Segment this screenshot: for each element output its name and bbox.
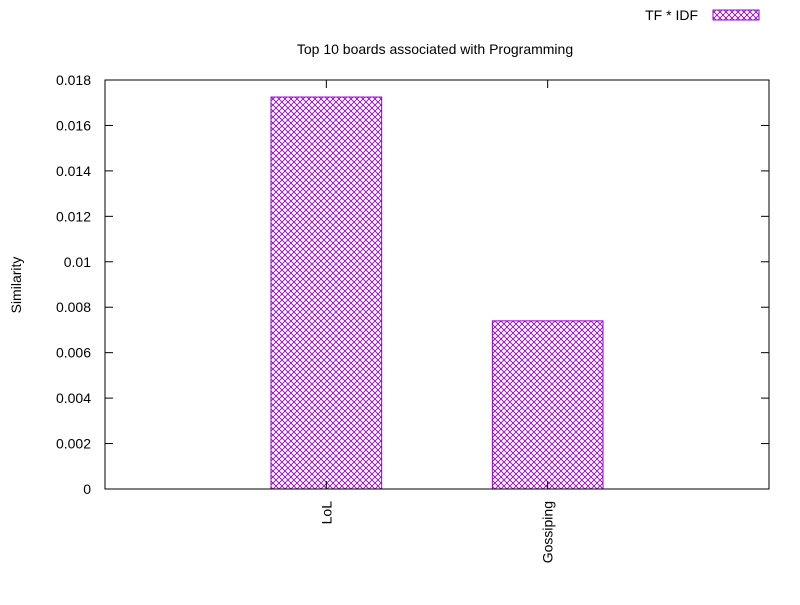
legend: TF * IDF xyxy=(645,7,760,23)
x-category-label: Gossiping xyxy=(540,501,556,563)
bar-lol xyxy=(270,96,383,490)
y-tick-label: 0.016 xyxy=(56,117,91,133)
y-tick-label: 0.014 xyxy=(56,163,91,179)
legend-swatch xyxy=(712,9,760,21)
y-tick-label: 0.012 xyxy=(56,208,91,224)
x-axis-labels: LoL Gossiping xyxy=(318,80,556,563)
y-tick-label: 0.018 xyxy=(56,72,91,88)
x-category-label: LoL xyxy=(318,501,334,525)
y-tick-label: 0.002 xyxy=(56,436,91,452)
y-axis-label: Similarity xyxy=(8,257,24,314)
bars-layer xyxy=(270,96,604,490)
y-tick-label: 0.008 xyxy=(56,299,91,315)
y-tick-label: 0 xyxy=(83,481,91,497)
y-axis-ticks: 0 0.002 0.004 0.006 0.008 0.01 0.012 0.014 0.016… xyxy=(56,72,769,497)
plot-frame xyxy=(104,79,770,490)
chart-title: Top 10 boards associated with Programmin… xyxy=(297,41,573,57)
legend-label: TF * IDF xyxy=(645,7,698,23)
bar-gossiping xyxy=(491,320,604,490)
y-tick-label: 0.01 xyxy=(64,254,91,270)
y-tick-label: 0.006 xyxy=(56,345,91,361)
y-tick-label: 0.004 xyxy=(56,390,91,406)
